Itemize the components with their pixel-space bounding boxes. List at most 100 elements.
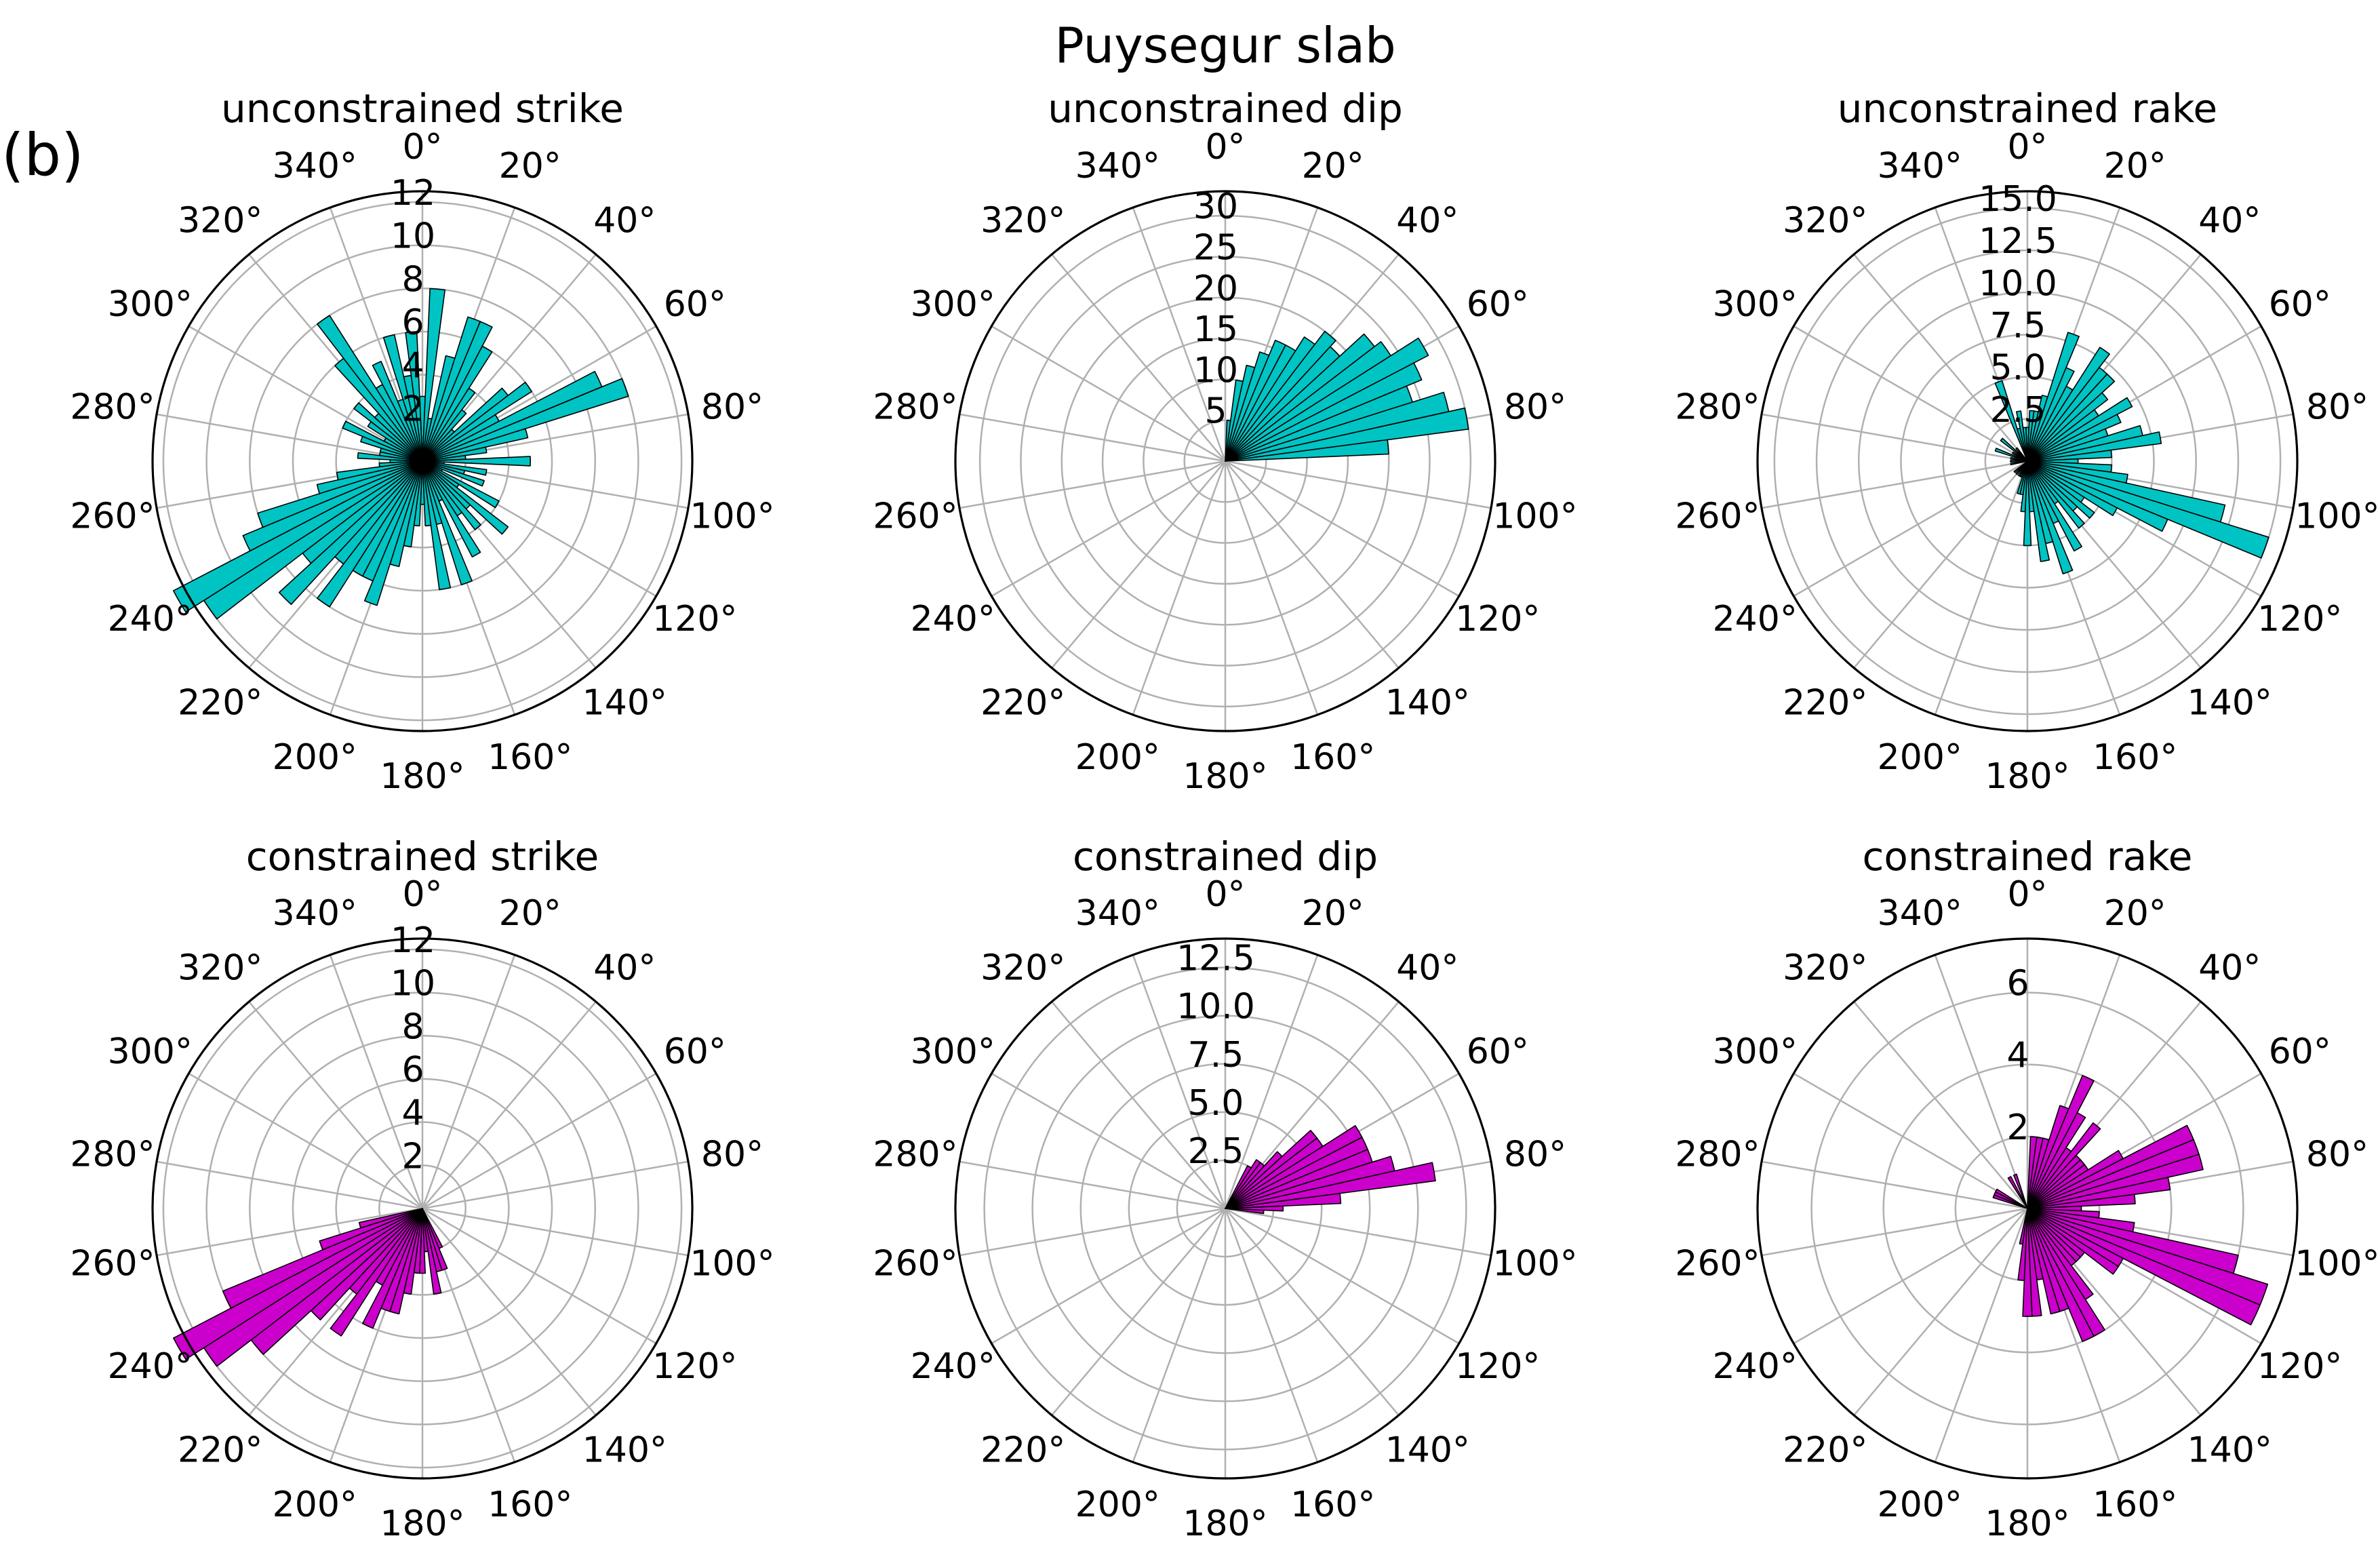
radial-gridline	[1079, 1063, 1371, 1354]
angle-tick-label: 220°	[178, 1430, 262, 1470]
rose-bar	[1995, 1188, 2028, 1209]
angular-gridline	[1224, 954, 1319, 1209]
rose-bar	[222, 1208, 423, 1309]
rose-bar	[2027, 460, 2095, 519]
angle-tick-label: 340°	[273, 146, 357, 186]
radial-tick-label: 6	[2006, 964, 2029, 1004]
chart-title: unconstrained rake	[1838, 85, 2217, 132]
radial-gridline	[1128, 1111, 1323, 1306]
angular-gridline	[248, 1001, 423, 1209]
radial-tick-label: 20	[1193, 269, 1238, 309]
rose-bar	[2022, 1208, 2033, 1317]
angular-gridline	[1051, 460, 1226, 669]
rose-bar	[173, 460, 423, 613]
angle-tick-label: 200°	[273, 737, 357, 778]
angular-gridline	[1132, 1208, 1227, 1463]
rose-bar	[1225, 337, 1429, 462]
rose-bar	[2012, 1173, 2028, 1209]
angle-tick-label: 340°	[1075, 146, 1160, 186]
angular-gridline	[1853, 1001, 2028, 1209]
chart-title: constrained rake	[1863, 833, 2193, 880]
rose-bar	[1225, 362, 1423, 462]
radial-gridline	[292, 1078, 553, 1339]
angular-gridline	[422, 1207, 689, 1257]
polar-frame	[151, 190, 694, 732]
angular-gridline	[1853, 460, 2028, 669]
radial-gridline	[205, 244, 639, 678]
angle-tick-label: 280°	[1675, 387, 1760, 427]
radial-tick-label: 2	[401, 1136, 424, 1177]
angle-tick-label: 120°	[1455, 1346, 1540, 1387]
angular-gridline	[959, 1160, 1226, 1210]
radial-tick-label: 8	[401, 1006, 424, 1047]
angle-tick-label: 40°	[593, 948, 656, 989]
rose-bar	[378, 460, 423, 468]
radial-tick-label: 4	[401, 346, 424, 387]
radial-tick-label: 30	[1193, 186, 1238, 227]
angle-tick-label: 200°	[273, 1485, 357, 1525]
angle-tick-label: 180°	[380, 1503, 464, 1544]
angular-gridline	[422, 1001, 597, 1209]
angular-gridline	[421, 954, 516, 1209]
angular-gridline	[991, 1072, 1226, 1210]
rose-bar	[405, 331, 423, 462]
angle-tick-label: 100°	[690, 496, 774, 537]
angle-tick-label: 100°	[1492, 1244, 1577, 1284]
angle-tick-label: 280°	[70, 387, 155, 427]
angular-gridline	[1051, 254, 1226, 462]
radial-tick-label: 10	[391, 964, 435, 1004]
rose-bar	[2027, 1208, 2095, 1342]
radial-gridline	[1143, 378, 1308, 544]
angular-gridline	[1793, 460, 2028, 597]
radial-gridline	[1815, 249, 2240, 673]
angle-tick-label: 40°	[593, 201, 656, 241]
rose-bar	[317, 460, 423, 608]
radial-tick-label: 6	[401, 1050, 424, 1090]
angle-tick-label: 140°	[1385, 682, 1470, 723]
rose-bar	[1225, 1208, 1265, 1215]
rose-bar	[2027, 1112, 2086, 1209]
radial-gridline	[1031, 1015, 1419, 1402]
angular-gridline	[1793, 325, 2028, 463]
radial-gridline	[162, 948, 683, 1469]
angular-gridline	[1225, 1208, 1400, 1416]
angular-gridline	[1225, 460, 1400, 669]
rose-bar	[330, 1208, 423, 1337]
angular-gridline	[188, 1072, 423, 1210]
rose-bar	[319, 1208, 423, 1251]
rose-bar	[2000, 437, 2028, 462]
rose-bar	[422, 1208, 442, 1295]
radial-tick-label: 15.0	[1979, 179, 2057, 220]
radial-gridline	[1101, 337, 1349, 585]
angle-tick-label: 300°	[911, 284, 995, 325]
angular-gridline	[422, 1208, 597, 1416]
angle-tick-label: 40°	[1396, 201, 1459, 241]
angle-tick-label: 200°	[1878, 737, 1962, 778]
polar-chart: unconstrained rake 2.55.07.510.012.515.0 0…	[1675, 85, 2379, 797]
rose-bar	[2027, 460, 2118, 516]
rose-bar	[1994, 448, 2028, 462]
angle-tick-label: 320°	[980, 201, 1065, 241]
angle-tick-label: 60°	[2269, 1031, 2331, 1072]
angle-tick-label: 100°	[2295, 1244, 2379, 1284]
rose-bar	[2027, 1208, 2261, 1326]
angular-gridline	[1761, 413, 2028, 463]
rose-bar	[2027, 1122, 2101, 1209]
rose-bar	[372, 361, 423, 462]
radial-gridline	[162, 201, 683, 722]
rose-bar	[242, 460, 423, 552]
rose-bar	[1225, 1192, 1342, 1209]
radial-tick-label: 10	[1193, 350, 1238, 391]
angular-gridline	[1132, 954, 1227, 1209]
rose-bar	[422, 460, 509, 535]
angle-tick-label: 180°	[1985, 756, 2069, 797]
rose-bar	[1225, 1162, 1436, 1209]
angular-gridline	[1761, 460, 2028, 509]
angle-tick-label: 60°	[664, 284, 726, 325]
angle-tick-label: 20°	[499, 146, 561, 186]
angle-tick-label: 300°	[108, 284, 193, 325]
radial-tick-label: 2	[2006, 1107, 2029, 1148]
angle-tick-label: 240°	[911, 599, 995, 640]
rose-bar	[1225, 439, 1389, 462]
